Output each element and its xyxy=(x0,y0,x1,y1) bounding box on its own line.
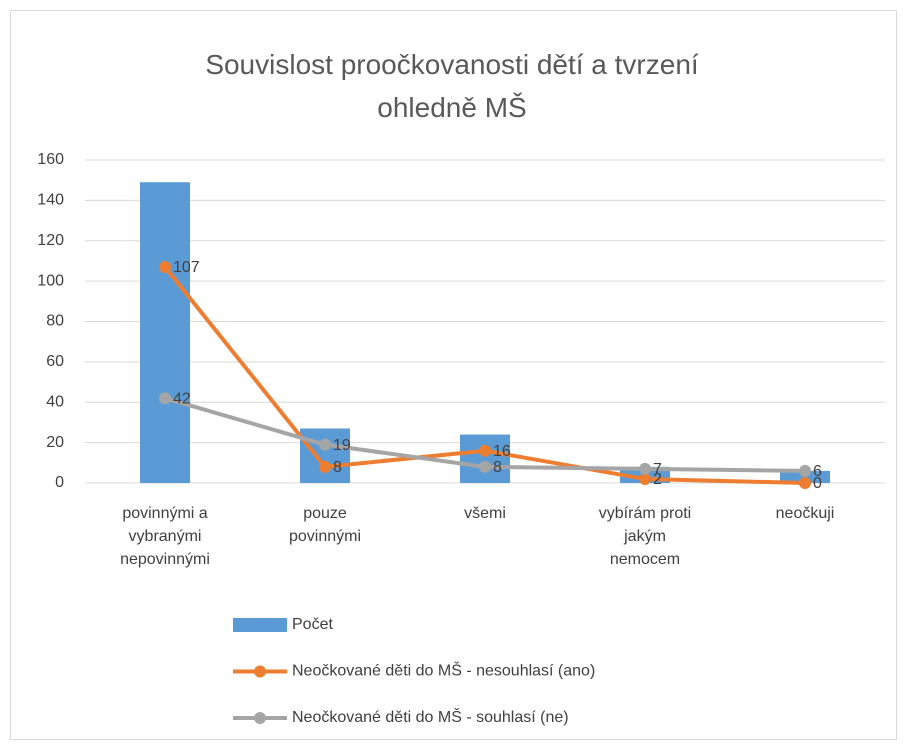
marker xyxy=(159,260,171,273)
marker xyxy=(799,477,811,489)
data-label: 42 xyxy=(173,390,191,407)
bar xyxy=(780,470,830,483)
data-label: 6 xyxy=(813,463,822,480)
data-label: 8 xyxy=(493,459,502,476)
marker xyxy=(639,462,651,475)
y-tick-label: 160 xyxy=(37,151,64,168)
y-tick-label: 80 xyxy=(46,313,64,330)
legend-label: Počet xyxy=(292,616,333,633)
x-tick-label: pouze povinnými xyxy=(289,505,361,545)
data-label: 7 xyxy=(653,461,662,478)
data-label: 2 xyxy=(653,471,662,488)
chart-title-text: Souvislost proočkovanosti dětí a tvrzení… xyxy=(205,49,699,123)
bar xyxy=(300,428,350,483)
marker xyxy=(479,444,491,457)
legend-marker xyxy=(254,665,266,678)
data-label: 8 xyxy=(333,459,342,476)
data-label: 107 xyxy=(173,259,200,276)
x-tick-label: vybírám proti jakým nemocem xyxy=(599,505,691,568)
y-tick-label: 60 xyxy=(46,353,64,370)
legend-label: Neočkované děti do MŠ - souhlasí (ne) xyxy=(292,707,569,726)
marker xyxy=(319,438,331,451)
y-tick-label: 20 xyxy=(46,434,64,451)
marker xyxy=(479,460,491,473)
legend-label: Neočkované děti do MŠ - nesouhlasí (ano) xyxy=(292,661,595,680)
marker xyxy=(159,392,171,405)
x-tick-label: povinnými a vybranými nepovinnými xyxy=(120,505,210,568)
marker xyxy=(799,464,811,477)
y-tick-label: 100 xyxy=(37,272,64,289)
x-tick-label: všemi xyxy=(464,505,506,522)
y-tick-label: 0 xyxy=(55,474,64,491)
data-label: 19 xyxy=(333,437,351,454)
legend-marker xyxy=(254,712,266,724)
marker xyxy=(319,460,331,473)
bar xyxy=(460,434,510,483)
y-tick-label: 140 xyxy=(37,192,64,209)
marker xyxy=(639,472,651,485)
data-label: 0 xyxy=(813,475,822,492)
y-tick-label: 40 xyxy=(46,393,64,410)
data-label: 16 xyxy=(493,443,511,460)
bar xyxy=(140,182,190,484)
legend-swatch xyxy=(233,618,287,632)
x-tick-label: neočkuji xyxy=(776,505,835,522)
y-tick-label: 120 xyxy=(37,232,64,249)
